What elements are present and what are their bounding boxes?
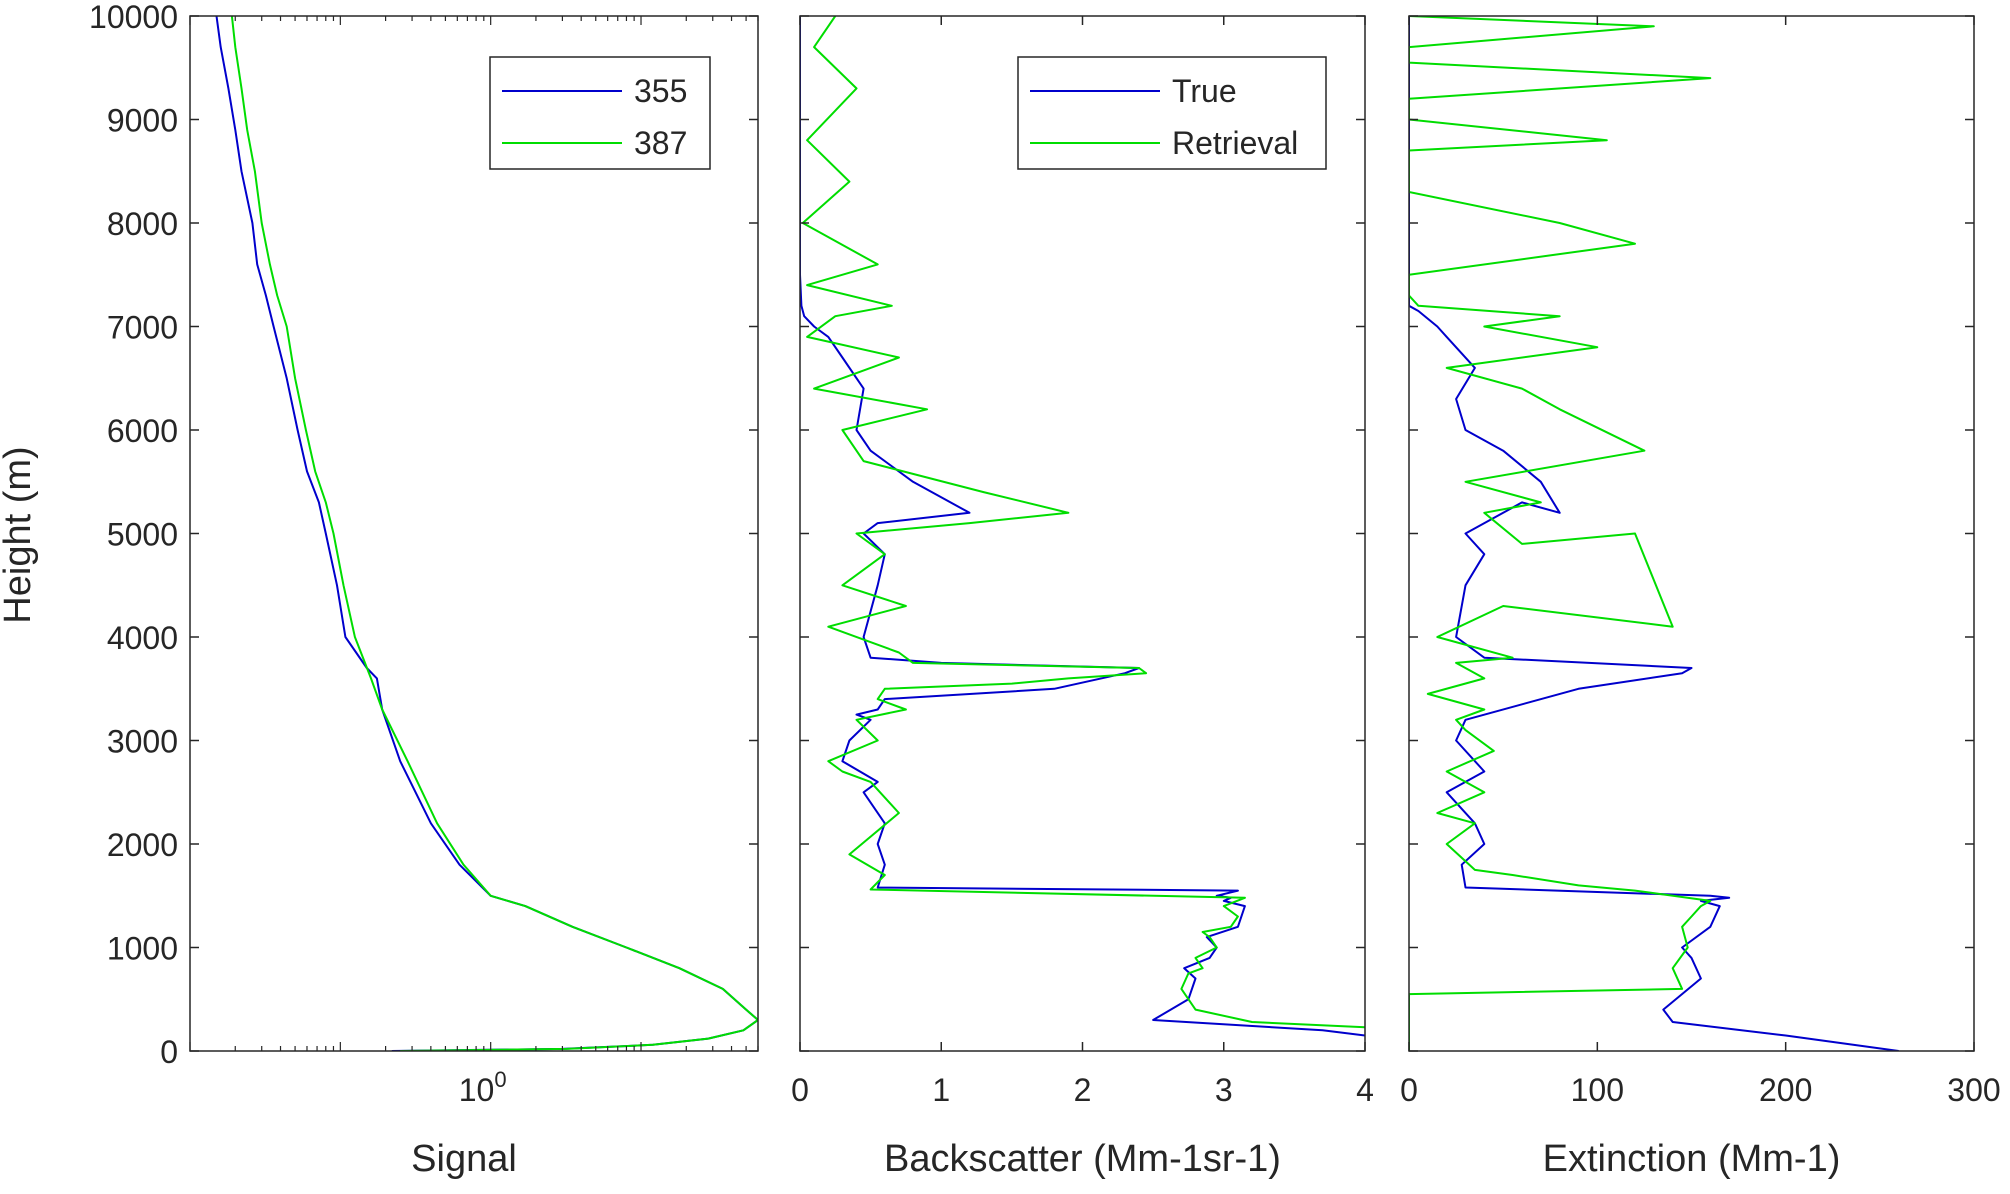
backscatter-series-true-line	[800, 16, 1365, 1037]
backscatter-x-tick-label: 4	[1356, 1072, 1374, 1108]
y-tick-label: 6000	[107, 413, 178, 449]
extinction-x-tick-label: 100	[1571, 1072, 1624, 1108]
signal-panel: 0100020003000400050006000700080009000100…	[89, 0, 759, 1180]
extinction-series-true-line	[1409, 16, 1899, 1051]
backscatter-panel: 0 1 2 3 4 Backscatter (Mm-1sr-1) True Retrieval	[791, 15, 1374, 1180]
y-tick-label: 4000	[107, 620, 178, 656]
extinction-panel: 0 100 200 300 Extinction (Mm-1)	[1400, 15, 2001, 1180]
extinction-series-retrieval-line	[1409, 16, 1712, 1051]
y-tick-label: 7000	[107, 310, 178, 346]
backscatter-series-retrieval-line	[801, 16, 1365, 1029]
signal-x-tick-label: 100	[459, 1067, 507, 1108]
backscatter-axes-box	[799, 15, 1366, 1052]
backscatter-x-tick-label: 2	[1074, 1072, 1092, 1108]
backscatter-legend-box	[1017, 56, 1327, 170]
signal-series-355-line	[215, 16, 758, 1051]
extinction-x-tick-label: 200	[1759, 1072, 1812, 1108]
signal-legend-label: 355	[634, 73, 687, 109]
y-tick-label: 1000	[107, 931, 178, 967]
signal-axes-box	[189, 15, 759, 1052]
y-tick-label: 9000	[107, 103, 178, 139]
backscatter-x-axis-label: Backscatter (Mm-1sr-1)	[884, 1138, 1281, 1180]
signal-x-axis-label: Signal	[411, 1138, 517, 1180]
extinction-x-axis-label: Extinction (Mm-1)	[1543, 1138, 1841, 1180]
backscatter-x-tick-label: 3	[1215, 1072, 1233, 1108]
y-tick-label: 2000	[107, 827, 178, 863]
extinction-series-group	[1409, 16, 1899, 1051]
y-axis-label: Height (m)	[0, 446, 39, 623]
backscatter-legend: True Retrieval	[1017, 56, 1327, 170]
backscatter-x-tick-label: 1	[932, 1072, 950, 1108]
y-tick-label: 3000	[107, 724, 178, 760]
backscatter-series-group	[800, 16, 1365, 1037]
y-tick-label: 8000	[107, 206, 178, 242]
extinction-x-tick-label: 0	[1400, 1072, 1418, 1108]
signal-series-group	[215, 16, 758, 1051]
backscatter-legend-label: True	[1172, 73, 1237, 109]
backscatter-x-tick-label: 0	[791, 1072, 809, 1108]
signal-x-tick-exponent: 0	[494, 1067, 506, 1092]
signal-legend-box	[489, 56, 711, 170]
signal-legend-label: 387	[634, 125, 687, 161]
y-tick-label: 0	[160, 1034, 178, 1070]
y-tick-label: 5000	[107, 517, 178, 553]
y-tick-label: 10000	[89, 0, 178, 35]
extinction-x-tick-label: 300	[1947, 1072, 2000, 1108]
signal-series-387-line	[230, 16, 758, 1051]
backscatter-legend-label: Retrieval	[1172, 125, 1298, 161]
